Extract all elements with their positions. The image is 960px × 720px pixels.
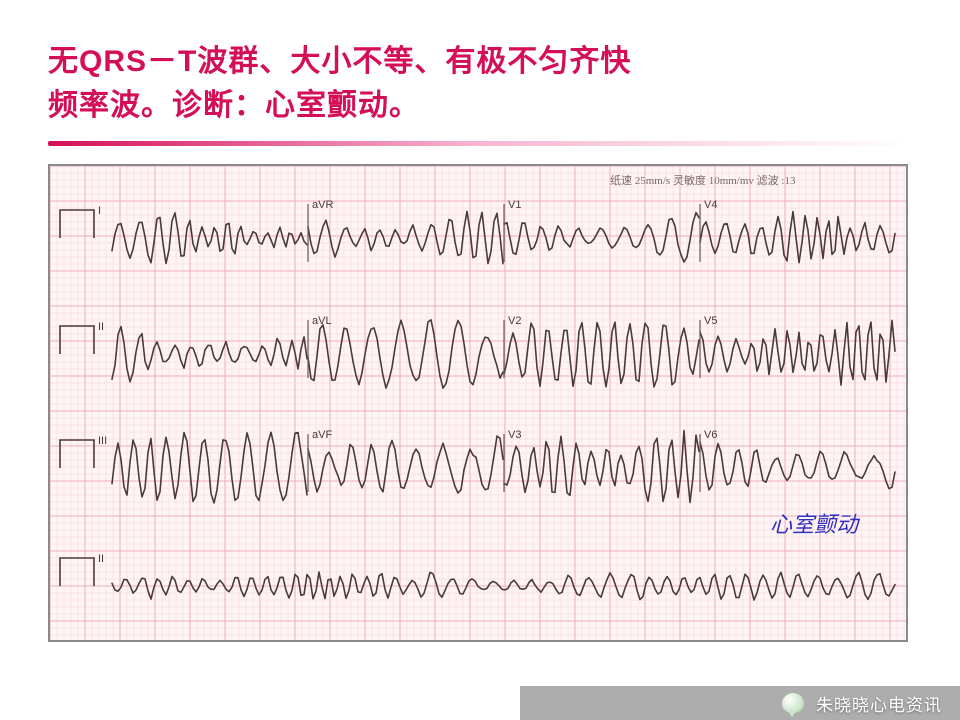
lead-label: V2 (508, 315, 521, 327)
lead-label: II (98, 321, 104, 333)
lead-label: V1 (508, 199, 521, 211)
lead-label: aVF (312, 429, 332, 441)
calibration-pulse (60, 210, 94, 238)
title-line-1: 无QRS－T波群、大小不等、有极不匀齐快 (48, 45, 631, 78)
lead-label: V5 (704, 315, 717, 327)
lead-label: I (98, 205, 101, 217)
ecg-svg: 纸速 25mm/s 灵敏度 10mm/mv 滤波 :13 IaVR V1 V4 II aV… (50, 166, 908, 642)
lead-label: V4 (704, 199, 717, 211)
ecg-header-text: 纸速 25mm/s 灵敏度 10mm/mv 滤波 :13 (610, 173, 796, 187)
slide: 无QRS－T波群、大小不等、有极不匀齐快 频率波。诊断：心室颤动。 纸速 25m… (0, 0, 960, 720)
source-overlay: 朱晓晓心电资讯 (520, 686, 960, 720)
lead-label: aVR (312, 199, 333, 211)
slide-title: 无QRS－T波群、大小不等、有极不匀齐快 频率波。诊断：心室颤动。 (48, 40, 912, 127)
title-line-2: 频率波。诊断：心室颤动。 (48, 89, 420, 122)
wechat-icon (782, 693, 804, 713)
lead-label: III (98, 435, 107, 447)
lead-label: aVL (312, 315, 332, 327)
title-underline (48, 141, 912, 146)
lead-label: II (98, 553, 104, 565)
source-label: 朱晓晓心电资讯 (816, 691, 942, 716)
calibration-pulse (60, 440, 94, 468)
calibration-pulse (60, 326, 94, 354)
ecg-diagnosis-label: 心室颤动 (770, 512, 861, 537)
ecg-strip: 纸速 25mm/s 灵敏度 10mm/mv 滤波 :13 IaVR V1 V4 II aV… (48, 164, 908, 642)
lead-label: V6 (704, 429, 717, 441)
lead-label: V3 (508, 429, 521, 441)
